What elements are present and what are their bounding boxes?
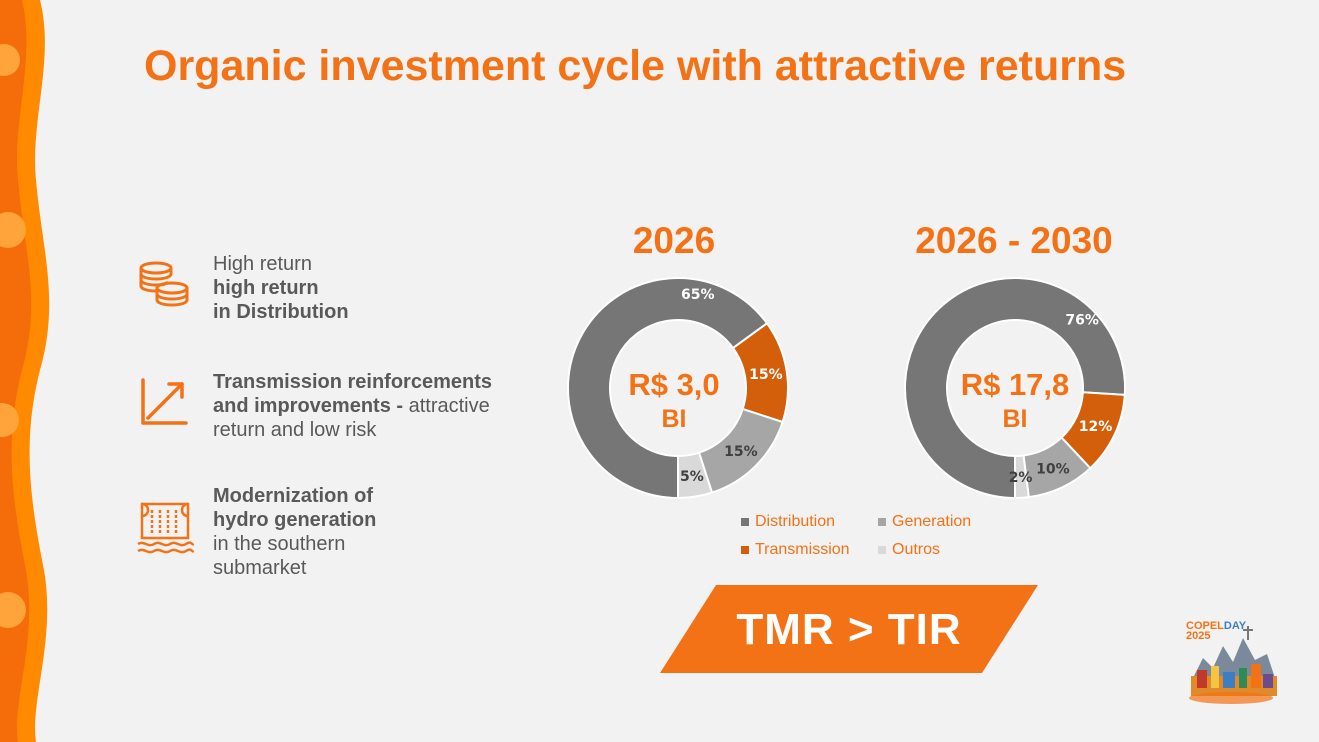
donut-label-transmission: 15% xyxy=(749,367,783,383)
tmr-banner-text: TMR > TIR xyxy=(736,605,962,654)
chart-1-center: R$ 3,0 BI xyxy=(574,368,774,436)
hydro-dam-icon xyxy=(137,502,194,554)
legend-outros: Outros xyxy=(878,541,940,559)
chart-2-center-unit: BI xyxy=(1002,405,1028,433)
bullet-transmission-text: Transmission reinforcements and improvem… xyxy=(213,370,492,442)
legend-swatch-transmission xyxy=(741,546,749,554)
bullet-transmission: Transmission reinforcements and improvem… xyxy=(136,370,492,441)
chart-2-title: 2026 - 2030 xyxy=(915,220,1113,261)
donut-label-generation: 10% xyxy=(1036,462,1070,478)
legend-label-transmission: Transmission xyxy=(755,541,850,558)
logo-year: 2025 xyxy=(1186,630,1211,642)
tmr-banner-shape xyxy=(660,585,1038,673)
bullet-3-line-1: Modernization of xyxy=(213,485,373,507)
decorative-wave xyxy=(0,0,50,742)
legend-generation: Generation xyxy=(878,513,971,531)
bullet-hydro: Modernization of hydro generation in the… xyxy=(136,484,376,579)
copel-day-logo xyxy=(1183,618,1279,712)
legend-label-generation: Generation xyxy=(892,513,972,530)
legend-label-distribution: Distribution xyxy=(755,513,836,530)
donut-label-distribution: 76% xyxy=(1065,312,1099,328)
legend-swatch-generation xyxy=(878,518,886,526)
legend-swatch-outros xyxy=(878,546,886,554)
bullet-1-line-2: high return xyxy=(213,277,319,299)
bullet-2-line-3: return and low risk xyxy=(213,419,377,441)
growth-arrow-icon xyxy=(141,378,188,425)
donut-label-distribution: 65% xyxy=(681,287,715,303)
donut-label-transmission: 12% xyxy=(1079,419,1113,435)
donut-chart-2026-2030: 76% 12% 10%2% xyxy=(904,277,1126,500)
donut-label-generation: 15% xyxy=(724,444,758,460)
bullet-high-return: High return high return in Distribution xyxy=(136,252,349,323)
bullet-1-line-1: High return xyxy=(213,253,312,275)
page-title: Organic investment cycle with attractive… xyxy=(144,42,1127,90)
legend-transmission: Transmission xyxy=(741,541,850,559)
bullet-3-line-2: hydro generation xyxy=(213,509,377,531)
chart-2-center-amount: R$ 17,8 xyxy=(960,367,1070,402)
donut-slice-outros xyxy=(1014,454,1030,500)
donut-slice-distribution xyxy=(904,277,1126,500)
bullet-2-line-1: Transmission reinforcements xyxy=(213,371,492,393)
chart-1-title: 2026 xyxy=(632,220,716,261)
donut-slice-distribution xyxy=(567,277,769,500)
bullet-1-line-3: in Distribution xyxy=(213,301,349,323)
bullet-3-line-3: in the southern xyxy=(213,533,346,555)
chart-2-center: R$ 17,8 BI xyxy=(915,368,1115,436)
legend-label-outros: Outros xyxy=(892,541,941,558)
donut-chart-2026: 65% 15% 15% 5% xyxy=(567,277,789,500)
bullet-hydro-text: Modernization of hydro generation in the… xyxy=(213,484,376,580)
donut-label-outros: 5% xyxy=(680,469,704,485)
legend-swatch-distribution xyxy=(741,518,749,526)
chart-1-center-unit: BI xyxy=(661,405,687,433)
bullet-3-line-4: submarket xyxy=(213,557,307,579)
bullet-2-line-2-bold: and improvements - xyxy=(213,395,404,417)
donut-label-outros: 2% xyxy=(1009,470,1033,486)
coins-icon xyxy=(139,261,189,307)
chart-1-center-amount: R$ 3,0 xyxy=(628,367,720,402)
logo-brand: COPEL xyxy=(1186,620,1224,632)
donut-slice-outros xyxy=(677,451,714,500)
legend-distribution: Distribution xyxy=(741,513,835,531)
logo-day: DAY xyxy=(1223,620,1247,632)
bullet-high-return-text: High return high return in Distribution xyxy=(213,252,349,324)
bullet-2-line-2-rest: attractive xyxy=(403,395,490,417)
logo-text: COPELDAY 2025 xyxy=(1186,620,1247,642)
